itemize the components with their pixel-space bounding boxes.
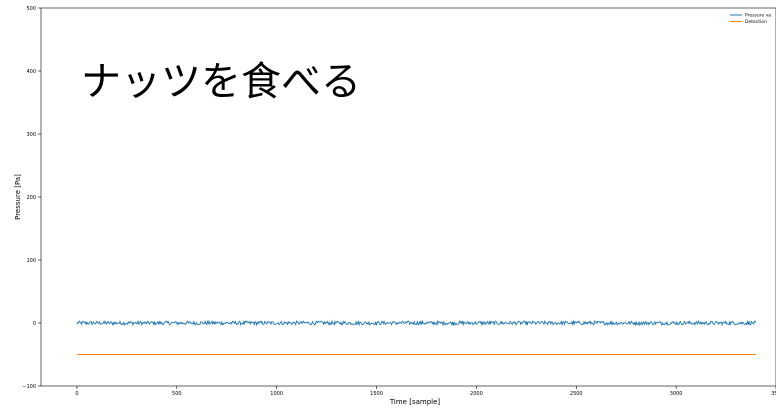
y-axis-label: Pressure [Pa] (14, 174, 22, 220)
x-axis-label: Time [sample] (389, 398, 441, 406)
y-tick-label: 300 (26, 132, 36, 138)
x-tick-label: 2500 (570, 391, 583, 397)
y-tick-label: −100 (22, 384, 36, 390)
y-tick-label: 0 (33, 321, 36, 327)
y-tick-label: 100 (26, 258, 36, 264)
y-tick-label: 400 (26, 69, 36, 75)
legend-label: Pressure va (745, 13, 771, 19)
x-tick-label: 3000 (670, 391, 683, 397)
x-tick-label: 0 (75, 391, 78, 397)
overlay-caption: ナッツを食べる (81, 59, 361, 105)
series-group (76, 319, 757, 355)
legend-label: Detection (745, 19, 767, 25)
x-ticks: 0 500 1000 1500 2000 2500 3000 350 (75, 386, 776, 397)
series-line-pressure (76, 319, 757, 327)
x-tick-label: 2000 (470, 391, 483, 397)
x-tick-label: 1500 (370, 391, 383, 397)
x-tick-label: 350 (771, 391, 776, 397)
y-tick-label: 500 (26, 6, 36, 12)
y-tick-label: 200 (26, 195, 36, 201)
x-tick-label: 1000 (270, 391, 283, 397)
y-ticks: −100 0 100 200 300 400 500 (22, 6, 41, 390)
x-tick-label: 500 (172, 391, 182, 397)
